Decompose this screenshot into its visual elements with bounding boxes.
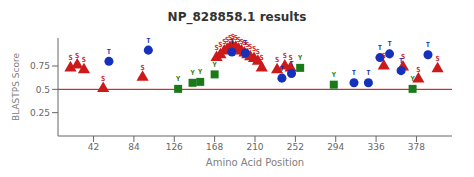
svg-text:84: 84 bbox=[128, 142, 140, 152]
svg-text:S: S bbox=[283, 52, 287, 60]
svg-text:S: S bbox=[75, 52, 79, 60]
svg-text:T: T bbox=[366, 69, 370, 77]
svg-text:S: S bbox=[242, 39, 246, 47]
svg-text:Y: Y bbox=[176, 75, 181, 83]
svg-text:252: 252 bbox=[287, 142, 304, 152]
svg-text:S: S bbox=[82, 56, 86, 64]
svg-text:210: 210 bbox=[246, 142, 263, 152]
svg-text:T: T bbox=[243, 39, 247, 47]
svg-text:S: S bbox=[68, 54, 72, 62]
svg-text:Y: Y bbox=[190, 69, 195, 77]
svg-text:T: T bbox=[280, 65, 284, 73]
svg-text:S: S bbox=[140, 64, 144, 72]
svg-text:S: S bbox=[435, 55, 439, 63]
svg-text:Y: Y bbox=[198, 68, 203, 76]
svg-text:S: S bbox=[101, 75, 105, 83]
svg-text:0.25: 0.25 bbox=[30, 108, 50, 118]
svg-text:294: 294 bbox=[327, 142, 344, 152]
svg-text:0.5: 0.5 bbox=[36, 85, 50, 95]
svg-text:T: T bbox=[378, 44, 382, 52]
svg-text:Y: Y bbox=[332, 71, 337, 79]
svg-text:T: T bbox=[399, 57, 403, 65]
svg-text:S: S bbox=[382, 52, 386, 60]
svg-text:S: S bbox=[416, 66, 420, 74]
svg-text:T: T bbox=[289, 60, 293, 68]
svg-text:T: T bbox=[230, 38, 234, 46]
svg-text:378: 378 bbox=[408, 142, 425, 152]
svg-text:T: T bbox=[387, 40, 391, 48]
svg-text:Y: Y bbox=[213, 61, 218, 69]
svg-text:S: S bbox=[260, 54, 264, 62]
svg-text:Y: Y bbox=[298, 54, 303, 62]
svg-text:T: T bbox=[426, 41, 430, 49]
svg-text:Amino Acid Position: Amino Acid Position bbox=[206, 157, 304, 168]
svg-text:T: T bbox=[352, 69, 356, 77]
svg-text:BLASTPS Score: BLASTPS Score bbox=[11, 53, 21, 121]
svg-text:T: T bbox=[146, 37, 150, 45]
svg-text:Y: Y bbox=[410, 75, 415, 83]
svg-text:0.75: 0.75 bbox=[30, 61, 50, 71]
svg-text:42: 42 bbox=[88, 142, 99, 152]
svg-text:T: T bbox=[107, 48, 111, 56]
svg-text:S: S bbox=[275, 56, 279, 64]
svg-text:126: 126 bbox=[166, 142, 183, 152]
svg-text:336: 336 bbox=[367, 142, 384, 152]
svg-text:168: 168 bbox=[206, 142, 223, 152]
